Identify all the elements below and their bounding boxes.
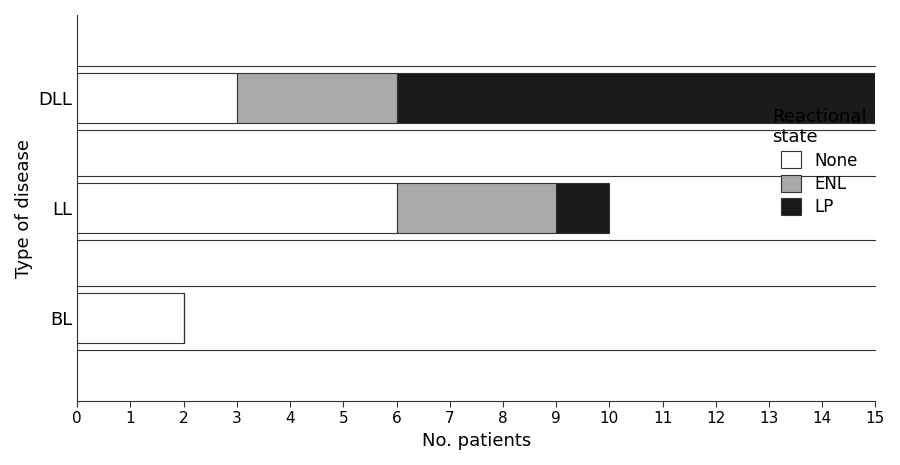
Bar xyxy=(397,183,556,233)
Bar xyxy=(237,73,397,123)
Bar xyxy=(77,293,184,343)
Y-axis label: Type of disease: Type of disease xyxy=(15,139,33,278)
Bar xyxy=(77,183,397,233)
Legend: None, ENL, LP: None, ENL, LP xyxy=(772,107,867,216)
X-axis label: No. patients: No. patients xyxy=(422,432,531,450)
Bar xyxy=(397,73,876,123)
Bar xyxy=(556,183,609,233)
Bar xyxy=(77,73,237,123)
